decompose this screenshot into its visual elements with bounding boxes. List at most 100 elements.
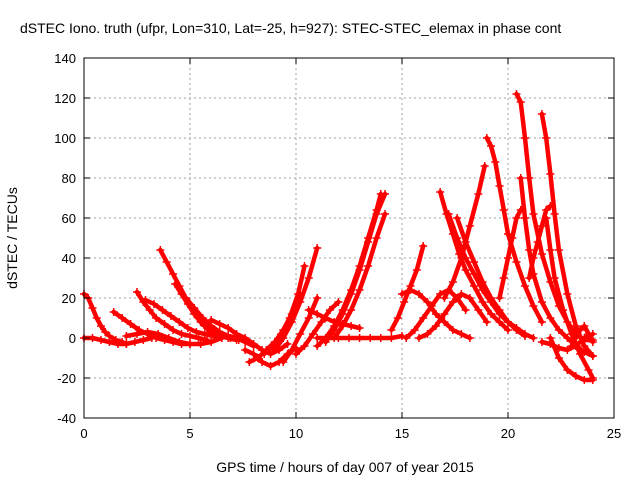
- data-point: [217, 334, 226, 342]
- data-point: [270, 346, 279, 354]
- data-point: [224, 332, 233, 340]
- data-point: [215, 320, 224, 328]
- data-point: [313, 294, 322, 302]
- data-point: [88, 304, 97, 312]
- data-point: [171, 280, 180, 288]
- data-point: [465, 222, 474, 230]
- data-point: [105, 338, 114, 346]
- data-point: [559, 306, 568, 314]
- data-point: [345, 334, 353, 342]
- x-tick-label: 0: [80, 426, 87, 441]
- data-point: [546, 340, 555, 348]
- data-point: [576, 326, 585, 334]
- data-point: [512, 90, 521, 98]
- data-point: [323, 334, 332, 342]
- data-point: [300, 342, 309, 350]
- data-point: [414, 290, 423, 298]
- data-point: [512, 326, 521, 334]
- data-point: [96, 322, 105, 330]
- data-point: [402, 334, 411, 342]
- data-point: [457, 290, 466, 298]
- data-point: [122, 332, 131, 340]
- data-series: [80, 90, 597, 384]
- data-point: [387, 326, 396, 334]
- data-point: [546, 170, 555, 178]
- data-point: [207, 338, 216, 346]
- y-tick-label: -40: [57, 411, 76, 426]
- data-point: [398, 332, 406, 340]
- data-point: [461, 254, 470, 262]
- data-point: [444, 210, 453, 218]
- data-point: [554, 354, 563, 362]
- data-point: [166, 312, 175, 320]
- data-point: [516, 98, 525, 106]
- data-point: [529, 302, 538, 310]
- data-point: [440, 310, 449, 318]
- data-point: [372, 234, 381, 242]
- data-point: [580, 376, 589, 384]
- data-point: [366, 334, 375, 342]
- data-point: [520, 332, 529, 340]
- data-point: [537, 318, 546, 326]
- data-point: [554, 344, 563, 352]
- data-point: [563, 290, 572, 298]
- data-point: [355, 324, 364, 332]
- data-point: [130, 338, 139, 346]
- x-tick-label: 10: [289, 426, 303, 441]
- data-point: [537, 110, 546, 118]
- data-point: [525, 246, 534, 254]
- data-point: [487, 310, 496, 318]
- data-point: [453, 234, 462, 242]
- data-point: [495, 182, 504, 190]
- data-point: [461, 306, 470, 314]
- data-point: [482, 318, 491, 326]
- data-point: [317, 318, 326, 326]
- series-line: [134, 289, 210, 343]
- data-point: [232, 330, 241, 338]
- data-point: [169, 326, 178, 334]
- data-point: [504, 326, 512, 334]
- data-point: [266, 362, 275, 370]
- data-point: [347, 322, 356, 330]
- data-point: [571, 334, 580, 342]
- data-point: [186, 332, 194, 340]
- x-axis-label: GPS time / hours of day 007 of year 2015: [216, 459, 474, 475]
- data-point: [109, 308, 118, 316]
- y-tick-label: 140: [54, 51, 76, 66]
- data-point: [177, 330, 186, 338]
- data-point: [465, 294, 474, 302]
- data-point: [423, 298, 432, 306]
- series-line: [81, 291, 129, 347]
- data-point: [580, 334, 589, 342]
- data-point: [529, 210, 538, 218]
- data-point: [520, 282, 529, 290]
- data-point: [448, 278, 457, 286]
- data-point: [304, 274, 313, 282]
- data-point: [338, 310, 347, 318]
- y-tick-label: 80: [62, 171, 76, 186]
- data-point: [448, 298, 457, 306]
- data-point: [154, 330, 163, 338]
- data-point: [588, 338, 597, 346]
- data-point: [554, 326, 563, 334]
- data-point: [183, 324, 192, 332]
- data-point: [495, 294, 504, 302]
- data-point: [400, 298, 409, 306]
- data-point: [296, 298, 305, 306]
- data-point: [164, 334, 173, 342]
- data-point: [406, 286, 415, 294]
- data-point: [470, 270, 479, 278]
- data-point: [588, 376, 597, 384]
- data-point: [465, 334, 474, 342]
- data-point: [487, 294, 496, 302]
- data-point: [241, 346, 250, 354]
- series-line: [261, 263, 307, 357]
- data-point: [516, 174, 525, 182]
- data-point: [207, 316, 216, 324]
- series-line: [124, 329, 225, 347]
- data-point: [554, 246, 563, 254]
- data-point: [436, 188, 445, 196]
- data-point: [287, 318, 296, 326]
- data-point: [292, 350, 300, 358]
- data-point: [215, 328, 224, 336]
